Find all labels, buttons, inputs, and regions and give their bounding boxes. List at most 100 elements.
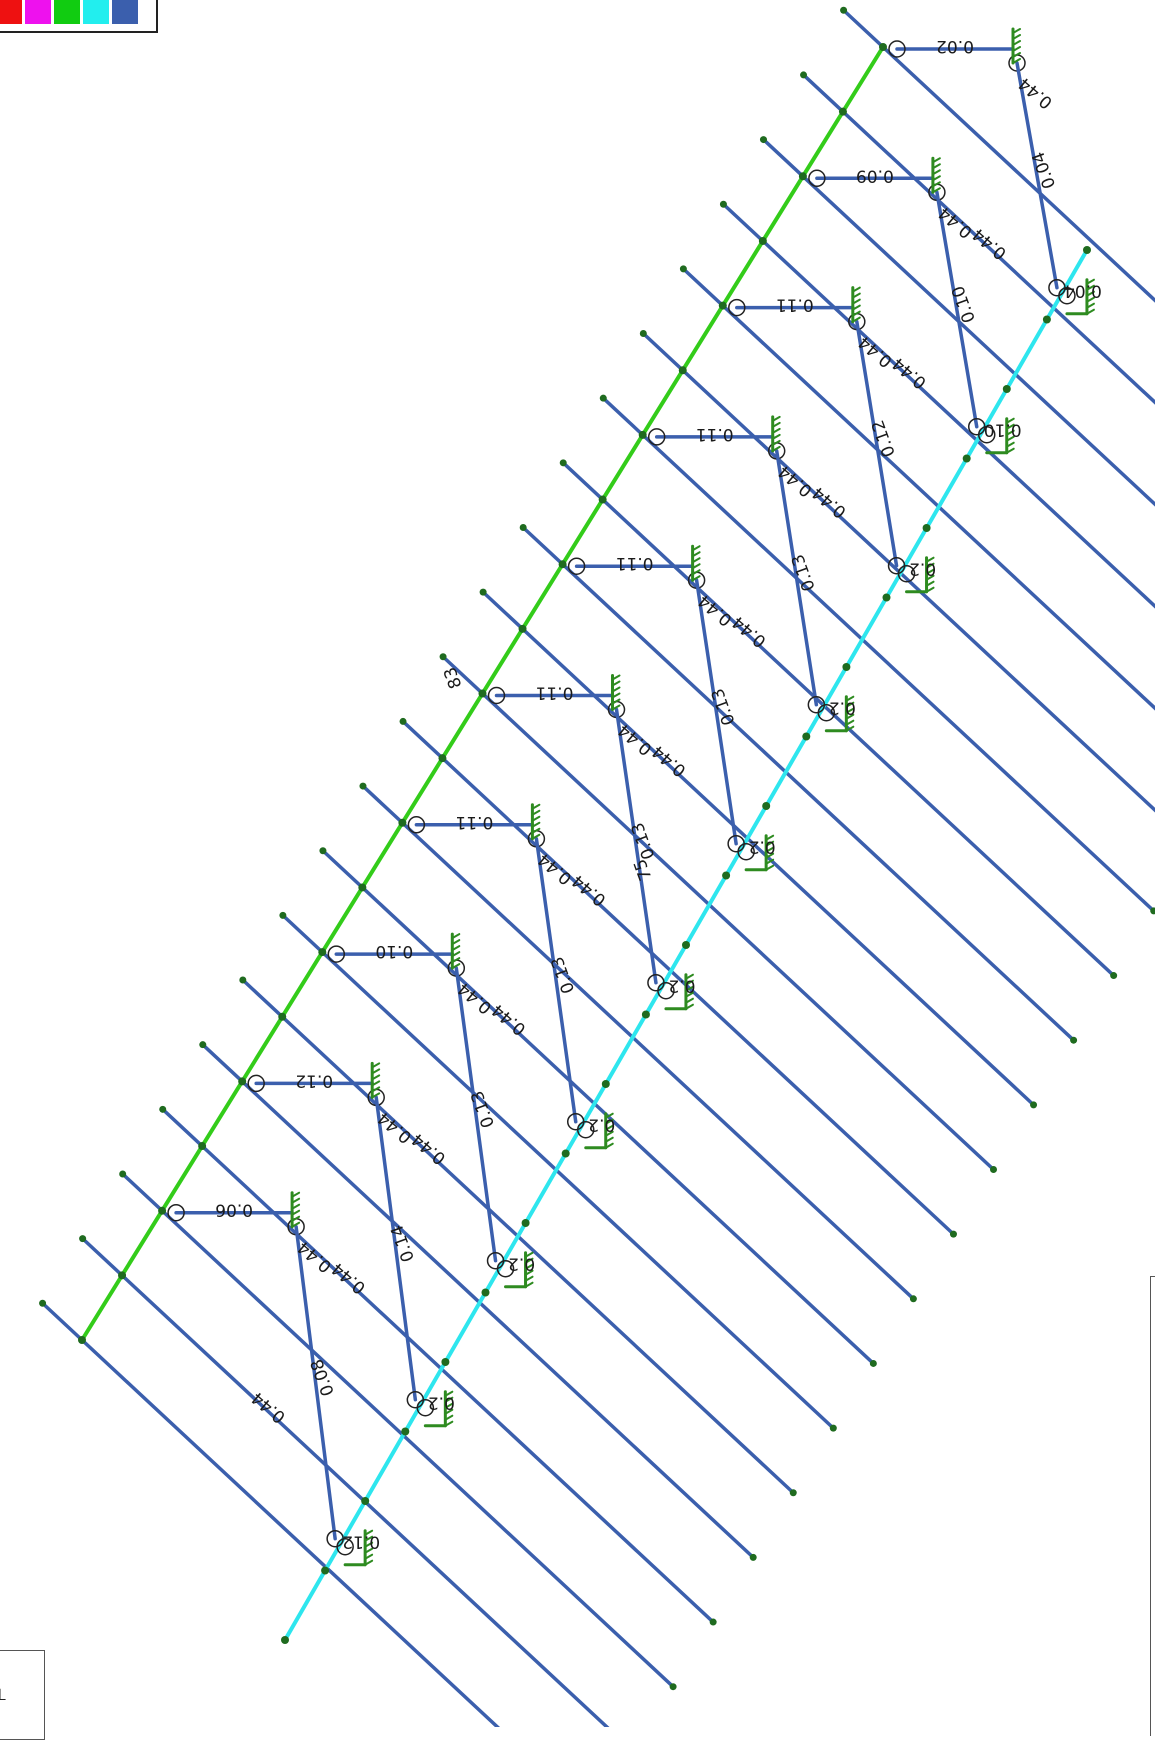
support-value-label: 0.2 (508, 1254, 535, 1274)
connector-hinge (647, 428, 666, 446)
transverse-member (201, 1042, 755, 1560)
fixed-support-icon (931, 156, 941, 194)
fixed-support-icon (1085, 278, 1095, 316)
top-connector-label: 0.11 (536, 683, 574, 703)
web-member (294, 1224, 337, 1541)
connector-hinge (487, 686, 506, 705)
transverse-member (761, 137, 1155, 507)
web-member (855, 319, 899, 568)
top-connector-label: 0.12 (295, 1070, 333, 1090)
connector-hinge (407, 816, 426, 834)
bottom-chord-node (682, 941, 690, 949)
fixed-support-icon (764, 834, 775, 872)
member-end-node (599, 394, 607, 402)
bottom-hinge (416, 1398, 435, 1417)
web-member (454, 966, 498, 1263)
bottom-chord-node (641, 1010, 650, 1019)
bottom-hinge (336, 1537, 354, 1556)
connector-hinge (888, 40, 906, 58)
member-end-node (399, 717, 407, 725)
top-chord-node (558, 560, 567, 569)
top-chord-node (198, 1142, 207, 1151)
bottom-hinge (977, 425, 996, 444)
member-end-node (869, 1359, 877, 1367)
connector-hinge (247, 1074, 265, 1093)
member-end-node (829, 1424, 837, 1432)
fixed-support-icon (530, 803, 541, 841)
support-value-label: 0.2 (749, 837, 776, 857)
member-end-node (840, 6, 848, 14)
connector-hinge (167, 1203, 185, 1222)
bottom-hinge (1058, 286, 1076, 305)
transverse-member (160, 1107, 715, 1624)
supports (290, 27, 1095, 1567)
bottom-chord-node (922, 524, 931, 532)
top-chord-node (278, 1012, 287, 1021)
member-end-node (159, 1105, 167, 1113)
support-value-label: 0.2 (909, 559, 936, 579)
top-connector-label: 0.06 (215, 1200, 253, 1220)
fixed-support-icon (771, 415, 781, 453)
bottom-chord-node (601, 1080, 610, 1088)
web-member-label: 0.12 (868, 417, 900, 459)
bottom-chord-node (481, 1288, 490, 1297)
member-end-node (949, 1230, 957, 1238)
web-member (374, 1095, 418, 1402)
fixed-support-icon (290, 1191, 301, 1229)
transverse-member (80, 1236, 624, 1740)
member-end-node (789, 1489, 797, 1497)
member-end-node (39, 1299, 47, 1307)
top-chord-node (879, 43, 887, 51)
bottom-hinge (737, 842, 755, 861)
nodes (39, 6, 1155, 1691)
web-member (534, 837, 578, 1124)
connector-hinge (808, 169, 826, 188)
bottom-chord-node (361, 1497, 370, 1505)
diagonal-label: 0.44 (248, 1387, 290, 1427)
web-member (694, 578, 738, 846)
web-member (935, 190, 979, 429)
support-value-label: 0.10 (984, 420, 1022, 440)
extra-label: 75 (630, 856, 656, 883)
bottom-chord-node (1042, 315, 1051, 324)
fixed-support-icon (684, 973, 694, 1011)
bottom-chord-node (1083, 246, 1091, 254)
bottom-chord-node (441, 1358, 450, 1366)
member-end-node (279, 911, 287, 919)
transverse-member (120, 1172, 675, 1689)
top-chord-node (398, 818, 407, 827)
member-end-node (679, 265, 687, 273)
short-diagonal-label: 0.44 (534, 849, 576, 889)
member-end-node (909, 1295, 917, 1303)
transverse-member (601, 396, 1155, 913)
top-connector-label: 0.11 (455, 812, 493, 832)
web-member-label: 0.10 (948, 283, 980, 325)
support-value-label: 0.2 (668, 976, 695, 996)
member-end-node (359, 782, 367, 790)
web-member-label: 0.08 (307, 1356, 339, 1398)
top-connector-label: 0.11 (696, 424, 734, 444)
member-end-node (639, 330, 647, 338)
top-chord-node (798, 172, 807, 181)
transverse-member (721, 202, 1155, 609)
member-end-node (559, 459, 567, 467)
color-legend (0, 0, 158, 33)
web-members (167, 40, 1076, 1556)
member-end-node (119, 1170, 127, 1178)
transverse-member (841, 8, 1155, 303)
transverse-member (801, 73, 1155, 405)
top-connector-label: 0.02 (936, 36, 974, 56)
member-end-node (749, 1553, 757, 1561)
bottom-hinge (657, 981, 675, 1000)
member-end-node (1070, 1036, 1078, 1044)
bottom-chord-node (401, 1427, 410, 1436)
support-value-label: 0.2 (829, 698, 856, 718)
member-end-node (479, 588, 487, 596)
transverse-member (281, 913, 836, 1430)
transverse-member (401, 719, 956, 1236)
top-chord-node (118, 1271, 127, 1280)
top-connector-label: 0.09 (856, 165, 894, 185)
member-end-node (439, 653, 447, 661)
